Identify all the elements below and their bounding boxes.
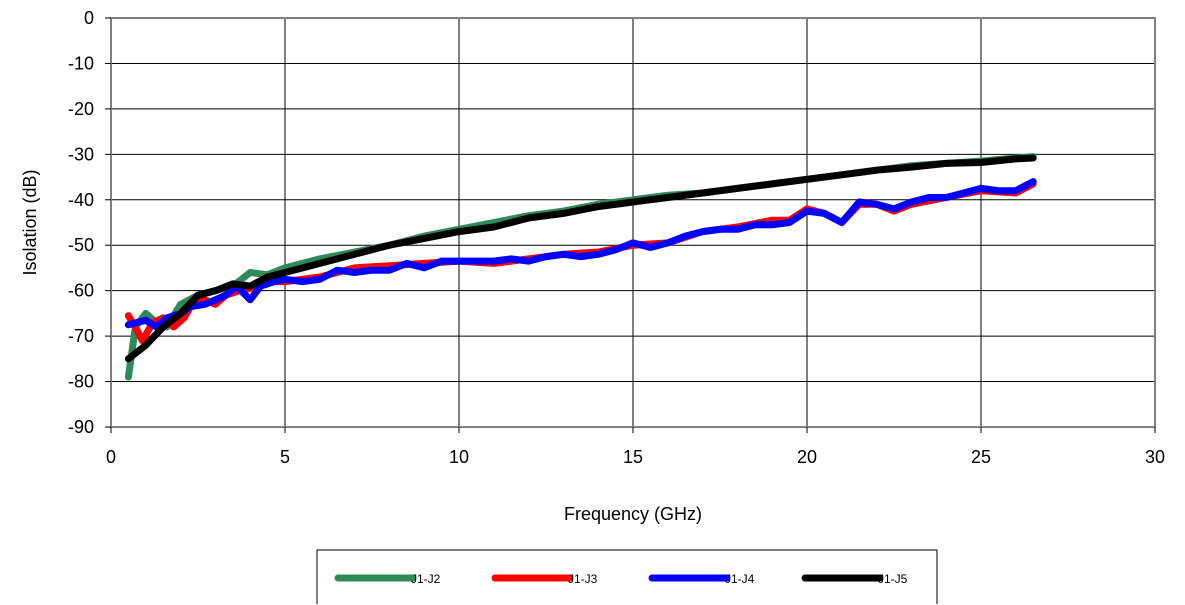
y-axis-label: Isolation (dB)	[20, 169, 40, 275]
y-tick-label: -90	[68, 417, 94, 437]
x-axis-label: Frequency (GHz)	[564, 504, 702, 524]
series-line-j1-j2	[124, 153, 1037, 381]
y-tick-label: -10	[68, 53, 94, 73]
x-tick-label: 30	[1145, 447, 1165, 467]
y-tick-label: -20	[68, 99, 94, 119]
series-layer	[124, 153, 1037, 381]
x-tick-label: 10	[449, 447, 469, 467]
legend-label-j1-j5: J1-J5	[878, 572, 908, 586]
y-tick-label: -60	[68, 281, 94, 301]
x-tick-label: 0	[106, 447, 116, 467]
y-tick-label: -70	[68, 326, 94, 346]
x-tick-label: 15	[623, 447, 643, 467]
y-tick-label: 0	[84, 8, 94, 28]
y-tick-label: -40	[68, 190, 94, 210]
series-line-j1-j4	[124, 178, 1037, 331]
series-line-j1-j5	[124, 154, 1037, 363]
grid	[110, 17, 1156, 428]
x-tick-label: 20	[797, 447, 817, 467]
legend-label-j1-j2: J1-J2	[411, 572, 441, 586]
legend: J1-J2 J1-J3 J1-J4 J1-J5	[316, 549, 938, 604]
x-tick-label: 5	[280, 447, 290, 467]
legend-label-j1-j3: J1-J3	[568, 572, 598, 586]
y-tick-label: -80	[68, 372, 94, 392]
y-tick-label: -50	[68, 235, 94, 255]
legend-label-j1-j4: J1-J4	[725, 572, 755, 586]
legend-box	[316, 549, 938, 604]
y-tick-label: -30	[68, 144, 94, 164]
x-tick-label: 25	[971, 447, 991, 467]
tick-labels: 0 -10 -20 -30 -40 -50 -60 -70 -80 -90 0 5 10 15 20 25 30	[68, 8, 1165, 467]
